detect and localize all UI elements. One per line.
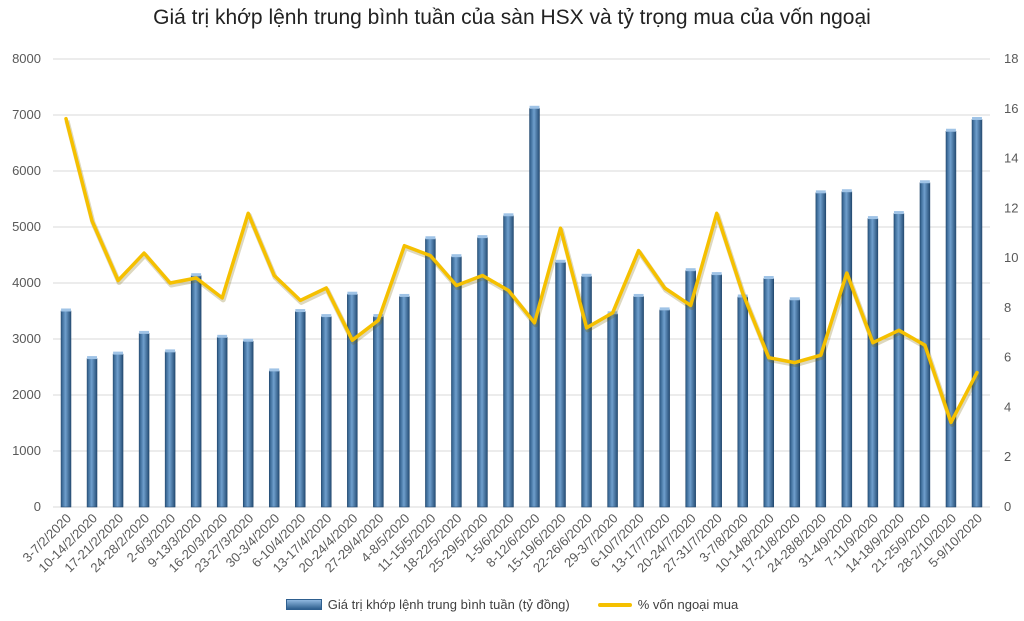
right-tick-label: 2 <box>1004 449 1011 464</box>
bar-top <box>763 276 774 280</box>
bar-top <box>165 349 176 353</box>
bar-top <box>399 293 410 297</box>
bar-top <box>347 291 358 295</box>
bar-top <box>113 351 124 355</box>
bar-top <box>425 236 436 240</box>
legend-label-line: % vốn ngoại mua <box>637 597 739 612</box>
bar <box>607 313 618 508</box>
bar-top <box>217 334 228 338</box>
bar-top <box>321 314 332 318</box>
bar <box>112 353 124 508</box>
bar <box>633 296 644 508</box>
bar <box>789 299 801 508</box>
bar <box>60 310 72 508</box>
bar-top <box>295 309 306 313</box>
chart-title: Giá trị khớp lệnh trung bình tuần của sà… <box>153 6 871 29</box>
right-tick-label: 16 <box>1004 101 1018 116</box>
bar-top <box>555 259 566 263</box>
right-tick-label: 18 <box>1004 51 1018 66</box>
bar-top <box>711 272 722 276</box>
legend-item-line: % vốn ngoại mua <box>597 597 739 612</box>
line-series <box>64 116 981 427</box>
bar <box>321 316 332 508</box>
bar <box>425 238 436 508</box>
right-tick-label: 10 <box>1004 250 1018 265</box>
bar-top <box>659 307 670 311</box>
left-tick-label: 2000 <box>12 387 41 402</box>
gridlines <box>53 58 990 508</box>
bar <box>971 119 983 508</box>
left-tick-label: 6000 <box>12 163 41 178</box>
bar <box>242 340 254 508</box>
bar <box>216 337 228 508</box>
right-axis-ticks: 0 2 4 6 8 10 12 14 16 18 <box>1004 51 1018 514</box>
x-axis-tick-labels: 3-7/2/202010-14/2/202017-21/2/202024-28/… <box>20 511 986 576</box>
bar <box>659 309 670 508</box>
bar <box>867 218 879 508</box>
bar <box>945 130 957 508</box>
bar-top <box>972 116 982 120</box>
right-tick-label: 8 <box>1004 300 1011 315</box>
left-tick-label: 0 <box>34 499 41 514</box>
bar-top <box>191 273 202 277</box>
right-tick-label: 0 <box>1004 499 1011 514</box>
bar <box>893 213 905 508</box>
bar-top <box>139 330 150 334</box>
bar <box>503 215 514 508</box>
bar-top <box>919 180 930 184</box>
bar <box>138 333 150 508</box>
bar <box>763 278 775 508</box>
bar <box>295 311 306 508</box>
bar-top <box>529 105 540 109</box>
bar <box>555 261 566 508</box>
bar-top <box>789 297 800 301</box>
legend: Giá trị khớp lệnh trung bình tuần (tỷ đồ… <box>0 597 1024 612</box>
right-tick-label: 12 <box>1004 200 1018 215</box>
bar-top <box>581 273 592 277</box>
right-tick-label: 14 <box>1004 151 1018 166</box>
left-tick-label: 8000 <box>12 51 41 66</box>
left-tick-label: 5000 <box>12 219 41 234</box>
series-line <box>64 116 979 425</box>
bar-top <box>867 216 878 220</box>
bar-top <box>841 189 852 193</box>
bar-top <box>633 293 644 297</box>
bar-top <box>685 268 696 272</box>
bar-top <box>451 254 462 258</box>
bar <box>451 256 462 508</box>
bar <box>268 370 280 508</box>
legend-item-bars: Giá trị khớp lệnh trung bình tuần (tỷ đồ… <box>285 597 570 612</box>
bar <box>373 316 384 508</box>
left-axis-ticks: 0 1000 2000 3000 4000 5000 6000 7000 8000 <box>12 51 41 514</box>
bar <box>711 274 722 508</box>
chart-plot: 0 1000 2000 3000 4000 5000 6000 7000 8000 0 2 4 6 8 1… <box>12 51 1018 576</box>
left-tick-label: 3000 <box>12 331 41 346</box>
legend-label-bars: Giá trị khớp lệnh trung bình tuần (tỷ đồ… <box>327 597 570 612</box>
bar <box>347 293 358 508</box>
bar <box>399 296 410 508</box>
left-tick-label: 4000 <box>12 275 41 290</box>
bar-top <box>61 308 71 312</box>
legend-line-swatch <box>597 602 632 607</box>
bar-top <box>815 190 826 194</box>
bar-top <box>893 211 904 215</box>
legend-bar-swatch <box>285 599 322 610</box>
bar-top <box>243 338 254 342</box>
right-tick-label: 6 <box>1004 350 1011 365</box>
right-tick-label: 4 <box>1004 399 1011 414</box>
bar <box>841 191 853 508</box>
bar-top <box>503 213 514 217</box>
line-shadow <box>64 120 981 427</box>
left-tick-label: 1000 <box>12 443 41 458</box>
bar <box>190 275 202 508</box>
bar-top <box>87 356 97 360</box>
bar-top <box>477 235 488 239</box>
bar-top <box>946 128 956 132</box>
bar <box>737 296 748 508</box>
bar <box>164 351 176 508</box>
bar <box>86 358 98 508</box>
left-tick-label: 7000 <box>12 107 41 122</box>
bar-top <box>269 368 280 372</box>
